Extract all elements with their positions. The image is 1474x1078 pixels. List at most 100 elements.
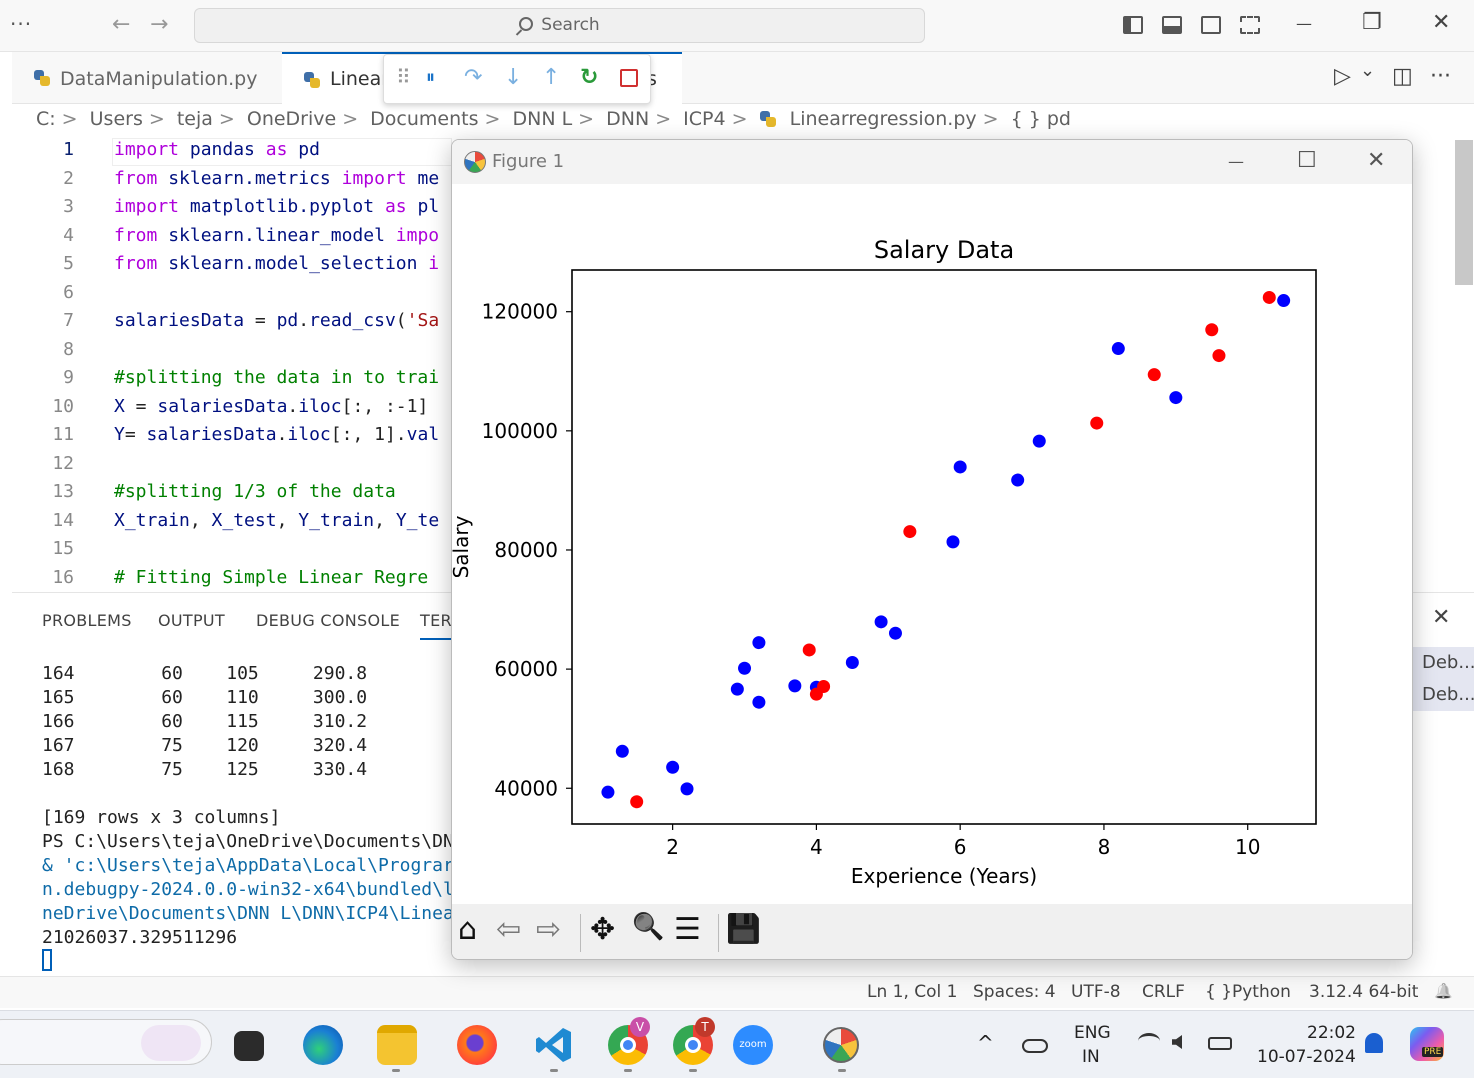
code-token: X_train	[114, 509, 190, 531]
chrome-browser-icon[interactable]: T	[673, 1017, 715, 1065]
tab-output[interactable]: OUTPUT	[158, 611, 226, 630]
terminal-list-item[interactable]: Deb...	[1408, 647, 1474, 679]
edge-browser-icon[interactable]	[303, 1025, 343, 1065]
breadcrumb-item[interactable]: DNN	[606, 108, 650, 130]
forward-icon[interactable]: ⇨	[536, 912, 562, 947]
window-minimize-icon[interactable]: —	[1296, 14, 1312, 33]
zoom-icon[interactable]: 🔍	[632, 912, 665, 942]
run-icon[interactable]: ▷	[1334, 64, 1351, 89]
code-token: X	[114, 395, 125, 417]
tray-overflow-icon[interactable]: ^	[977, 1031, 994, 1055]
chrome-browser-icon[interactable]: V	[608, 1017, 650, 1065]
breadcrumb-item[interactable]: ICP4	[683, 108, 726, 130]
breadcrumb-symbol[interactable]: { } pd	[1010, 108, 1071, 130]
python-file-icon	[34, 70, 50, 86]
code-token: from	[114, 224, 158, 246]
line-ending[interactable]: CRLF	[1142, 982, 1185, 1002]
drag-grip-icon[interactable]: ⠿	[396, 65, 411, 89]
figure-close-icon[interactable]: ✕	[1367, 148, 1386, 173]
figure-maximize-icon[interactable]: ☐	[1297, 148, 1317, 173]
terminal-list-item[interactable]: Deb...	[1408, 679, 1474, 711]
run-menu-chevron-icon[interactable]: ⌄	[1360, 60, 1376, 81]
restart-icon[interactable]: ↻	[580, 65, 599, 90]
code-token: # Fitting Simple Linear Regre	[114, 566, 429, 588]
window-restore-icon[interactable]: ❐	[1362, 10, 1382, 35]
breadcrumb-item[interactable]: DNN L	[512, 108, 573, 130]
breadcrumb-item[interactable]: teja	[176, 108, 213, 130]
configure-subplots-icon[interactable]: ☰	[674, 912, 701, 947]
vscode-app-icon[interactable]	[534, 1025, 574, 1065]
customize-layout-icon[interactable]	[1240, 16, 1260, 34]
notifications-bell-icon[interactable]: 🔔	[1434, 982, 1453, 1000]
file-explorer-icon[interactable]	[377, 1025, 417, 1065]
running-indicator	[392, 1069, 400, 1072]
code-token: pd	[298, 139, 320, 160]
back-arrow-icon[interactable]: ←	[112, 12, 131, 37]
line-number: 7	[63, 310, 74, 331]
language-indicator[interactable]: ENG	[1074, 1023, 1111, 1043]
copilot-icon[interactable]: PRE	[1410, 1027, 1444, 1061]
figure-minimize-icon[interactable]: —	[1228, 152, 1244, 171]
matplotlib-app-icon[interactable]	[823, 1027, 859, 1063]
breadcrumb-file[interactable]: Linearregression.py	[789, 108, 977, 130]
code-token: #splitting the data in to trai	[114, 367, 440, 388]
step-over-icon[interactable]: ↷	[464, 65, 483, 90]
menu-more-icon[interactable]: ···	[10, 12, 33, 36]
running-indicator	[689, 1069, 697, 1072]
clock-time[interactable]: 22:02	[1307, 1023, 1356, 1043]
zoom-app-icon[interactable]: zoom	[733, 1025, 773, 1065]
firefox-browser-icon[interactable]	[457, 1025, 497, 1065]
language-region[interactable]: IN	[1082, 1047, 1100, 1067]
toggle-panel-icon[interactable]	[1162, 16, 1182, 34]
toggle-sidebar-icon[interactable]	[1123, 16, 1143, 34]
tab-datamanipulation[interactable]: DataManipulation.py	[12, 52, 282, 104]
data-point	[788, 679, 802, 693]
step-into-icon[interactable]: ↓	[504, 65, 523, 90]
x-tick-label: 10	[1235, 835, 1260, 859]
taskbar-search[interactable]	[0, 1019, 212, 1065]
x-tick-label: 2	[666, 835, 679, 859]
breadcrumb-item[interactable]: OneDrive	[246, 108, 337, 130]
copilot-badge: PRE	[1422, 1047, 1444, 1057]
code-token	[417, 253, 428, 274]
tab-problems[interactable]: PROBLEMS	[42, 611, 132, 630]
notification-bell-icon[interactable]	[1365, 1033, 1383, 1053]
volume-icon[interactable]	[1172, 1035, 1182, 1049]
python-interpreter[interactable]: 3.12.4 64-bit	[1309, 982, 1419, 1002]
terminal-line: 164 60 105 290.8	[42, 663, 368, 684]
stop-icon[interactable]	[620, 69, 638, 87]
data-point	[874, 615, 888, 629]
home-icon[interactable]: ⌂	[458, 912, 478, 947]
pan-icon[interactable]: ✥	[590, 912, 616, 947]
tab-label: DataManipulation.py	[60, 68, 258, 90]
encoding[interactable]: UTF-8	[1071, 982, 1121, 1002]
wifi-icon[interactable]	[1138, 1033, 1160, 1049]
step-out-icon[interactable]: ↑	[542, 65, 561, 90]
indentation[interactable]: Spaces: 4	[973, 982, 1056, 1002]
language-mode[interactable]: Python	[1232, 982, 1291, 1002]
breadcrumb-item[interactable]: Documents	[370, 108, 479, 130]
clock-date[interactable]: 10-07-2024	[1257, 1047, 1356, 1067]
data-point	[601, 785, 615, 799]
breadcrumb-item[interactable]: Users	[89, 108, 143, 130]
code-token: ,	[189, 509, 212, 531]
python-file-icon	[304, 72, 320, 88]
back-icon[interactable]: ⇦	[496, 912, 522, 947]
save-icon[interactable]: 💾	[726, 912, 761, 945]
cursor-position[interactable]: Ln 1, Col 1	[867, 982, 958, 1002]
tab-debug-console[interactable]: DEBUG CONSOLE	[256, 611, 401, 630]
pause-icon[interactable]: ⏸	[426, 67, 435, 88]
forward-arrow-icon[interactable]: →	[150, 12, 169, 37]
battery-icon[interactable]	[1208, 1037, 1232, 1050]
editor-more-icon[interactable]: ···	[1430, 64, 1451, 89]
editor-scrollbar-thumb[interactable]	[1455, 140, 1473, 285]
window-close-icon[interactable]: ✕	[1432, 10, 1451, 35]
onedrive-icon[interactable]	[1022, 1039, 1048, 1053]
split-editor-icon[interactable]: ◫	[1392, 64, 1413, 89]
command-center-search[interactable]: Search	[194, 8, 925, 43]
code-token: import	[114, 139, 180, 160]
terminal-app-icon[interactable]	[234, 1031, 264, 1061]
breadcrumb-item[interactable]: C:	[36, 108, 56, 130]
toggle-secondary-sidebar-icon[interactable]	[1201, 16, 1221, 34]
panel-close-icon[interactable]: ✕	[1432, 605, 1451, 630]
